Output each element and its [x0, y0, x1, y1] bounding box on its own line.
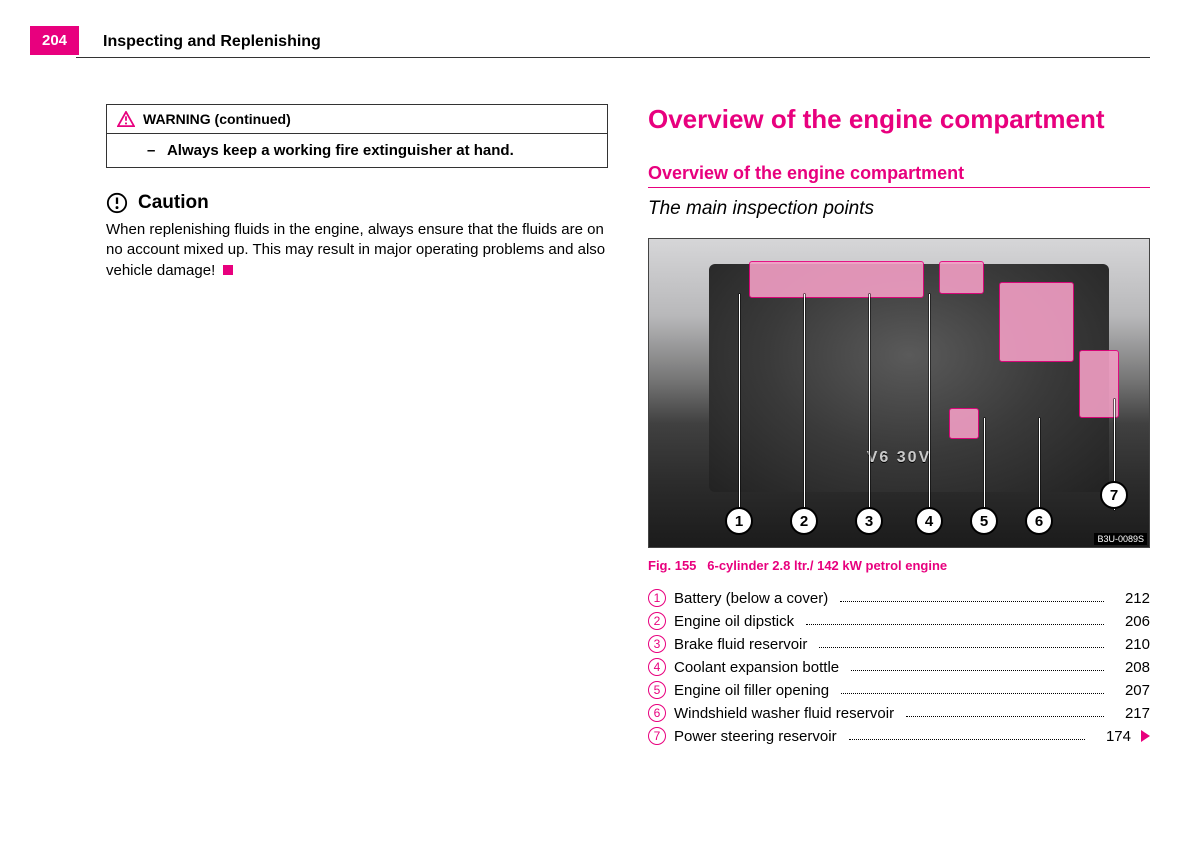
reference-label: Coolant expansion bottle [674, 659, 839, 676]
reference-row: 7 Power steering reservoir 174 [648, 727, 1150, 745]
reference-number: 6 [648, 704, 666, 722]
reference-label: Windshield washer fluid reservoir [674, 705, 894, 722]
header-rule [76, 57, 1150, 58]
reference-page: 212 [1116, 590, 1150, 607]
reference-row: 2 Engine oil dipstick 206 [648, 612, 1150, 630]
reference-label: Battery (below a cover) [674, 590, 828, 607]
caution-text: When replenishing fluids in the engine, … [106, 220, 608, 281]
left-column: WARNING (continued) – Always keep a work… [106, 104, 608, 750]
chapter-title: Inspecting and Replenishing [103, 33, 321, 55]
reference-row: 1 Battery (below a cover) 212 [648, 589, 1150, 607]
figure-caption: Fig. 155 6-cylinder 2.8 ltr./ 142 kW pet… [648, 558, 1150, 573]
callout-leader-line [929, 294, 930, 510]
reference-dots [806, 615, 1104, 625]
reference-dots [849, 730, 1085, 740]
caution-text-content: When replenishing fluids in the engine, … [106, 221, 605, 279]
callout-number: 7 [1100, 481, 1128, 509]
reference-label: Engine oil dipstick [674, 613, 794, 630]
reference-dots [840, 592, 1104, 602]
reference-page: 206 [1116, 613, 1150, 630]
callout-number: 1 [725, 507, 753, 535]
reference-number: 4 [648, 658, 666, 676]
engine-hotspot [749, 261, 924, 298]
reference-page: 207 [1116, 682, 1150, 699]
callout-number: 2 [790, 507, 818, 535]
callout-number: 4 [915, 507, 943, 535]
continue-arrow-icon [1141, 730, 1150, 742]
main-heading: Overview of the engine compartment [648, 104, 1150, 135]
callout-leader-line [984, 418, 985, 510]
warning-box: WARNING (continued) – Always keep a work… [106, 104, 608, 168]
reference-label: Engine oil filler opening [674, 682, 829, 699]
engine-figure: V6 30V 1 2 3 456 7 B3U-0089S [648, 238, 1150, 548]
reference-number: 1 [648, 589, 666, 607]
reference-dots [851, 661, 1104, 671]
warning-dash: – [147, 142, 155, 159]
reference-dots [906, 707, 1104, 717]
reference-number: 5 [648, 681, 666, 699]
engine-hotspot [949, 408, 979, 439]
page-header: 204 Inspecting and Replenishing [30, 26, 1150, 55]
reference-page: 174 [1097, 728, 1131, 745]
reference-dots [841, 684, 1104, 694]
reference-label: Brake fluid reservoir [674, 636, 807, 653]
reference-dots [819, 638, 1104, 648]
sub-heading: Overview of the engine compartment [648, 163, 1150, 188]
callout-leader-line [869, 294, 870, 510]
reference-label: Power steering reservoir [674, 728, 837, 745]
callout-number: 3 [855, 507, 883, 535]
reference-page: 208 [1116, 659, 1150, 676]
warning-body-text: Always keep a working fire extinguisher … [167, 142, 514, 159]
reference-page: 210 [1116, 636, 1150, 653]
reference-row: 3 Brake fluid reservoir 210 [648, 635, 1150, 653]
reference-row: 5 Engine oil filler opening 207 [648, 681, 1150, 699]
callout-number: 5 [970, 507, 998, 535]
caution-heading: Caution [138, 192, 209, 214]
reference-number: 2 [648, 612, 666, 630]
warning-header: WARNING (continued) [107, 105, 607, 134]
figure-caption-text: 6-cylinder 2.8 ltr./ 142 kW petrol engin… [707, 558, 947, 573]
end-of-section-icon [223, 265, 233, 275]
caution-exclamation-icon [106, 192, 128, 214]
figure-caption-prefix: Fig. 155 [648, 558, 696, 573]
subtitle: The main inspection points [648, 198, 1150, 220]
engine-badge-text: V6 30V [867, 449, 931, 467]
image-code-label: B3U-0089S [1094, 533, 1147, 545]
reference-page: 217 [1116, 705, 1150, 722]
reference-number: 7 [648, 727, 666, 745]
callout-leader-line [739, 294, 740, 510]
warning-triangle-icon [117, 111, 135, 127]
page-number-badge: 204 [30, 26, 79, 55]
callout-leader-line [804, 294, 805, 510]
reference-row: 6 Windshield washer fluid reservoir 217 [648, 704, 1150, 722]
warning-header-text: WARNING (continued) [143, 111, 291, 127]
caution-block: Caution When replenishing fluids in the … [106, 192, 608, 281]
reference-list: 1 Battery (below a cover) 212 2 Engine oil d… [648, 589, 1150, 745]
callout-leader-line [1039, 418, 1040, 510]
engine-hotspot [999, 282, 1074, 362]
reference-number: 3 [648, 635, 666, 653]
right-column: Overview of the engine compartment Overv… [648, 104, 1150, 750]
warning-body: – Always keep a working fire extinguishe… [107, 134, 607, 167]
reference-row: 4 Coolant expansion bottle 208 [648, 658, 1150, 676]
caution-heading-row: Caution [106, 192, 608, 214]
callout-number: 6 [1025, 507, 1053, 535]
engine-hotspot [939, 261, 984, 295]
engine-hotspot [1079, 350, 1119, 418]
